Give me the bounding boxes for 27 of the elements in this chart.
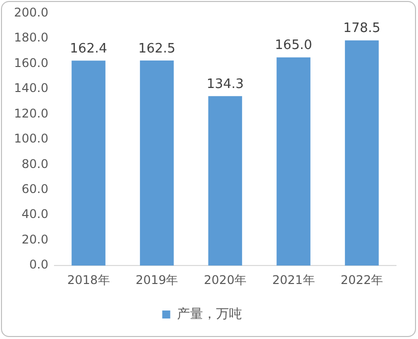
x-tick-label: 2021年 <box>272 272 315 287</box>
text: 162.5 <box>138 41 176 56</box>
text: 165.0 <box>274 38 312 54</box>
y-tick-label: 180.0 <box>14 30 48 45</box>
text: 134.3 <box>206 76 244 92</box>
y-tick-label: 80.0 <box>22 156 48 171</box>
y-tick-label: 100.0 <box>14 132 48 146</box>
text: 178.5 <box>343 21 380 36</box>
text: 162.4 <box>70 42 108 57</box>
bar <box>140 60 174 266</box>
x-tick-label: 2020年 <box>204 272 246 287</box>
y-tick-label: 40.0 <box>22 207 48 222</box>
y-tick-label: 200.0 <box>14 5 48 20</box>
y-tick-label: 60.0 <box>22 182 48 196</box>
x-tick-label: 2022年 <box>340 272 384 287</box>
bar <box>72 60 106 266</box>
y-tick-label: 160.0 <box>14 56 48 70</box>
legend-label: 产量，万吨 <box>176 306 242 322</box>
x-tick-label: 2019年 <box>136 272 178 287</box>
y-tick-label: 0.0 <box>29 258 48 272</box>
bar <box>208 96 242 266</box>
bar <box>276 57 310 266</box>
y-tick-label: 20.0 <box>22 232 48 246</box>
bar <box>344 40 379 266</box>
y-tick-label: 120.0 <box>14 106 48 120</box>
x-tick-label: 2018年 <box>67 272 110 287</box>
y-tick-label: 140.0 <box>14 81 48 96</box>
